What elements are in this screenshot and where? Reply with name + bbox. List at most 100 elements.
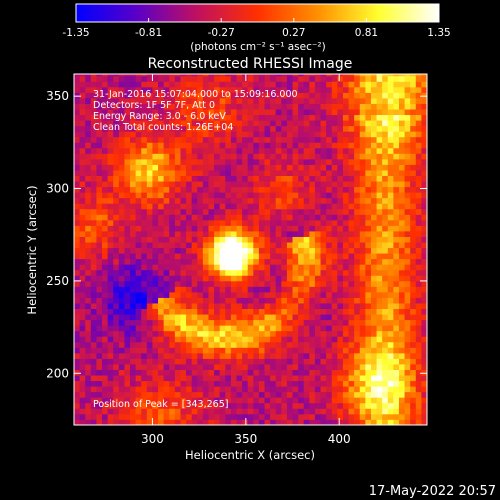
heatmap-cell [326, 419, 333, 426]
heatmap-cell [415, 225, 422, 232]
heatmap-cell [382, 358, 389, 365]
heatmap-cell [365, 352, 372, 359]
heatmap-cell [298, 164, 305, 171]
heatmap-cell [146, 325, 153, 332]
heatmap-cell [365, 347, 372, 354]
heatmap-cell [186, 413, 193, 420]
heatmap-cell [208, 397, 215, 404]
heatmap-cell [348, 236, 355, 243]
heatmap-cell [90, 131, 97, 138]
heatmap-cell [337, 336, 344, 343]
heatmap-cell [180, 380, 187, 387]
heatmap-cell [107, 369, 114, 376]
heatmap-cell [141, 92, 148, 99]
heatmap-cell [309, 74, 316, 77]
heatmap-cell [113, 231, 120, 237]
heatmap-cell [186, 286, 193, 293]
heatmap-cell [174, 181, 181, 188]
heatmap-cell [342, 147, 349, 154]
heatmap-cell [236, 92, 243, 99]
heatmap-cell [191, 325, 198, 332]
heatmap-cell [152, 280, 159, 287]
heatmap-cell [320, 74, 327, 77]
heatmap-cell [74, 336, 80, 343]
heatmap-cell [253, 142, 260, 149]
heatmap-cell [191, 131, 198, 138]
heatmap-cell [169, 341, 176, 348]
heatmap-cell [79, 175, 86, 182]
heatmap-cell [342, 74, 349, 77]
heatmap-cell [320, 219, 327, 226]
heatmap-cell [230, 158, 237, 165]
heatmap-cell [264, 208, 271, 215]
heatmap-cell [281, 347, 288, 354]
heatmap-cell [298, 402, 305, 409]
heatmap-cell [303, 242, 310, 249]
heatmap-cell [135, 109, 142, 116]
heatmap-cell [169, 280, 176, 287]
heatmap-cell [152, 103, 159, 110]
heatmap-cell [141, 86, 148, 93]
heatmap-cell [292, 364, 299, 370]
heatmap-cell [219, 175, 226, 182]
heatmap-cell [365, 125, 372, 132]
heatmap-cell [398, 297, 405, 304]
heatmap-cell [253, 253, 260, 260]
heatmap-cell [286, 181, 293, 188]
heatmap-cell [314, 397, 321, 404]
heatmap-cell [135, 347, 142, 354]
heatmap-cell [96, 125, 103, 132]
heatmap-cell [163, 358, 170, 365]
heatmap-cell [208, 181, 215, 188]
heatmap-cell [79, 258, 86, 265]
heatmap-cell [214, 98, 221, 104]
heatmap-cell [202, 170, 209, 176]
heatmap-cell [326, 109, 333, 116]
heatmap-cell [275, 242, 282, 249]
heatmap-cell [281, 164, 288, 171]
heatmap-cell [398, 364, 405, 370]
heatmap-cell [202, 341, 209, 348]
heatmap-cell [258, 347, 265, 354]
heatmap-cell [365, 114, 372, 121]
heatmap-cell [387, 347, 394, 354]
heatmap-cell [359, 391, 366, 398]
heatmap-cell [253, 358, 260, 365]
heatmap-cell [85, 330, 92, 337]
heatmap-cell [404, 308, 411, 315]
heatmap-cell [382, 336, 389, 343]
heatmap-cell [152, 86, 159, 93]
heatmap-cell [208, 164, 215, 171]
heatmap-cell [96, 352, 103, 359]
heatmap-cell [354, 81, 361, 88]
heatmap-cell [314, 258, 321, 265]
heatmap-cell [169, 269, 176, 276]
heatmap-cell [191, 147, 198, 154]
heatmap-cell [342, 375, 349, 382]
heatmap-cell [118, 291, 125, 298]
heatmap-cell [113, 219, 120, 226]
heatmap-cell [303, 136, 310, 143]
heatmap-cell [275, 131, 282, 138]
heatmap-cell [90, 158, 97, 165]
heatmap-cell [286, 358, 293, 365]
heatmap-cell [387, 231, 394, 237]
heatmap-cell [242, 291, 249, 298]
heatmap-cell [264, 197, 271, 204]
heatmap-cell [180, 214, 187, 221]
heatmap-cell [398, 269, 405, 276]
heatmap-cell [421, 291, 428, 298]
heatmap-cell [320, 413, 327, 420]
heatmap-cell [342, 253, 349, 260]
heatmap-cell [113, 153, 120, 160]
heatmap-cell [242, 358, 249, 365]
heatmap-cell [113, 352, 120, 359]
heatmap-cell [331, 242, 338, 249]
heatmap-cell [96, 291, 103, 298]
heatmap-cell [135, 413, 142, 420]
heatmap-cell [230, 219, 237, 226]
heatmap-cell [74, 170, 80, 176]
heatmap-cell [230, 203, 237, 210]
heatmap-cell [135, 120, 142, 127]
heatmap-cell [393, 236, 400, 243]
